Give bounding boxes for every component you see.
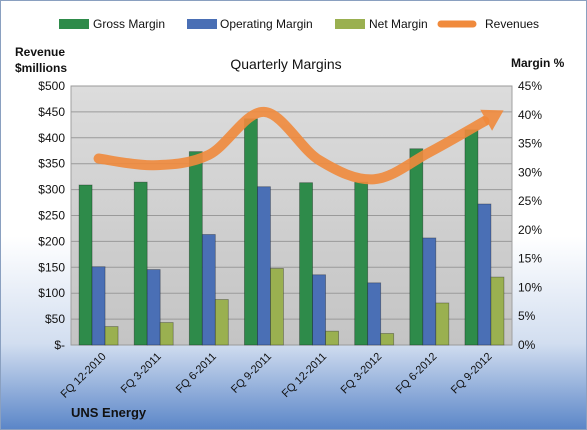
operating-margin-bar — [422, 237, 437, 346]
left-tick-label: $350 — [38, 157, 65, 171]
x-tick-label: FQ 3-2011 — [119, 351, 164, 396]
left-tick-label: $100 — [38, 286, 65, 300]
revenues-line — [93, 106, 490, 185]
left-axis-title-line1: Revenue — [15, 45, 65, 59]
right-tick-label: 10% — [518, 280, 542, 294]
legend-label-operating-margin: Operating Margin — [220, 17, 313, 31]
revenues-arrowhead — [480, 109, 504, 131]
right-axis-ticks: 0% 5% 10% 15% 20% 25% 30% 35% 40% 45% — [518, 79, 542, 352]
right-tick-label: 45% — [518, 79, 542, 93]
right-tick-label: 0% — [518, 338, 536, 352]
operating-margin-bar — [201, 234, 216, 346]
operating-margin-bar — [91, 266, 106, 346]
bars — [78, 118, 505, 346]
gross-margin-bar — [188, 151, 203, 346]
x-tick-label: FQ 12-2011 — [280, 351, 329, 400]
legend-swatch-net-margin — [335, 19, 365, 29]
gross-margin-bar — [133, 181, 148, 346]
legend-label-net-margin: Net Margin — [369, 17, 428, 31]
gross-margin-bar — [409, 148, 424, 346]
net-margin-bar — [435, 302, 450, 346]
operating-margin-bar — [146, 269, 161, 346]
left-tick-label: $300 — [38, 183, 65, 197]
left-tick-label: $200 — [38, 234, 65, 248]
x-tick-label: FQ 9-2011 — [229, 351, 274, 396]
x-axis-ticks: FQ 12-2010 FQ 3-2011 FQ 6-2011 FQ 9-2011 FQ … — [59, 351, 495, 401]
net-margin-bar — [380, 333, 395, 346]
legend: Gross Margin Operating Margin Net Margin… — [59, 17, 539, 31]
right-axis-title: Margin % — [511, 56, 565, 70]
operating-margin-bar — [367, 282, 382, 346]
operating-margin-bar — [257, 186, 271, 346]
left-tick-label: $250 — [38, 209, 65, 223]
x-tick-label: FQ 6-2011 — [174, 351, 219, 396]
left-tick-label: $450 — [38, 105, 65, 119]
legend-label-gross-margin: Gross Margin — [93, 17, 165, 31]
net-margin-bar — [104, 326, 119, 346]
net-margin-bar — [490, 276, 505, 346]
x-tick-label: FQ 6-2012 — [394, 351, 440, 397]
left-tick-label: $150 — [38, 260, 65, 274]
gross-margin-bar — [78, 184, 93, 346]
left-tick-label: $400 — [38, 131, 65, 145]
footer-label: UNS Energy — [71, 405, 147, 420]
right-tick-label: 20% — [518, 223, 542, 237]
right-tick-label: 35% — [518, 137, 542, 151]
gross-margin-bar — [464, 129, 479, 346]
left-tick-label: $500 — [38, 79, 65, 93]
x-tick-label: FQ 12-2010 — [59, 351, 109, 401]
right-tick-label: 30% — [518, 165, 542, 179]
left-axis-ticks: $- $50 $100 $150 $200 $250 $300 $350 $400 $450 $50… — [38, 79, 65, 352]
net-margin-bar — [159, 322, 174, 346]
right-tick-label: 15% — [518, 252, 542, 266]
legend-label-revenues: Revenues — [485, 17, 539, 31]
x-tick-label: FQ 3-2012 — [339, 351, 385, 397]
legend-swatch-operating-margin — [187, 19, 217, 29]
left-tick-label: $50 — [45, 312, 65, 326]
chart-title: Quarterly Margins — [230, 56, 341, 72]
x-tick-label: FQ 9-2012 — [449, 351, 495, 397]
gross-margin-bar — [244, 118, 258, 346]
legend-swatch-gross-margin — [59, 19, 89, 29]
net-margin-bar — [270, 268, 284, 346]
right-tick-label: 25% — [518, 194, 542, 208]
gross-margin-bar — [299, 182, 313, 346]
net-margin-bar — [325, 330, 339, 346]
operating-margin-bar — [477, 203, 492, 346]
gross-margin-bar — [354, 181, 369, 346]
operating-margin-bar — [312, 274, 326, 346]
revenues-arrow-shaft — [481, 115, 489, 126]
left-axis-title-line2: $millions — [15, 61, 67, 75]
right-tick-label: 5% — [518, 309, 536, 323]
net-margin-bar — [214, 299, 229, 346]
left-tick-label: $- — [54, 338, 65, 352]
revenue-line-group — [93, 106, 504, 185]
right-tick-label: 40% — [518, 108, 542, 122]
